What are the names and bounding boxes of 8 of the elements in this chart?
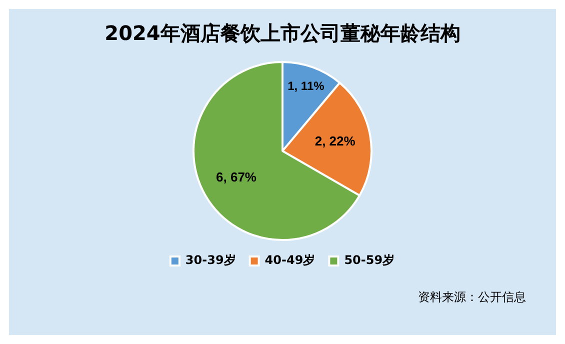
legend-label: 50-59岁 [344,253,395,268]
data-label: 1, 11% [288,78,325,93]
text: 资料来源：公开信息 [418,289,526,306]
chart-title: 2024年酒店餐饮上市公司董秘年龄结构 [104,21,460,46]
legend-label: 40-49岁 [264,253,316,268]
legend-label: 30-39岁 [185,253,236,268]
data-label: 2, 22% [314,133,356,148]
data-label: 6, 67% [216,169,257,184]
